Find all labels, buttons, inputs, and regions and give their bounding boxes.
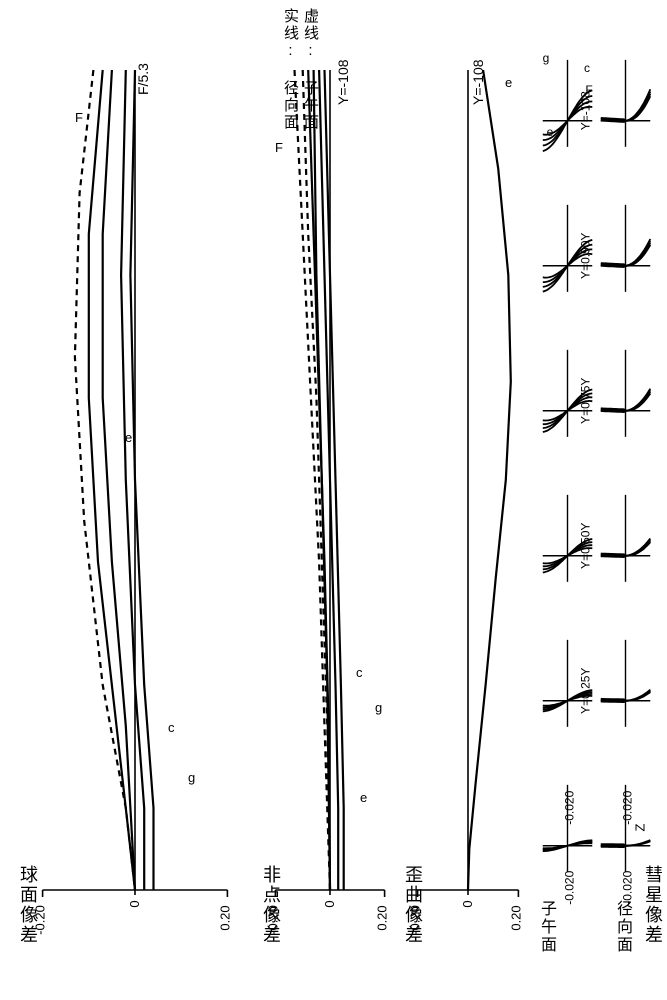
svg-text:0: 0 bbox=[127, 900, 142, 907]
wavelength-label: g bbox=[375, 700, 382, 715]
distortion-top-label: Y=-108 bbox=[470, 59, 486, 105]
svg-text:-0.020: -0.020 bbox=[563, 790, 577, 824]
wavelength-label: g bbox=[188, 770, 195, 785]
distortion-title: 歪曲像差 bbox=[400, 865, 426, 945]
coma-sagittal-plot: -0.020-0.020 bbox=[598, 50, 653, 950]
spherical-title: 球面像差 bbox=[15, 865, 41, 945]
wavelength-label: F bbox=[75, 110, 83, 125]
spherical-plot: -0.2000.20 bbox=[25, 50, 245, 950]
astigmatism-top-label: Y=-108 bbox=[335, 59, 351, 105]
svg-text:F: F bbox=[585, 83, 592, 97]
svg-text:0.20: 0.20 bbox=[375, 905, 390, 930]
astigmatism-title: 非点像差 bbox=[258, 865, 284, 945]
svg-text:e: e bbox=[547, 125, 554, 139]
wavelength-label: c bbox=[356, 665, 363, 680]
svg-text:-0.020: -0.020 bbox=[563, 870, 577, 904]
spherical-top-label: F/5.3 bbox=[135, 63, 151, 95]
wavelength-label: c bbox=[168, 720, 175, 735]
svg-text:0.20: 0.20 bbox=[508, 905, 523, 930]
svg-text:g: g bbox=[543, 51, 550, 65]
svg-text:c: c bbox=[584, 61, 590, 75]
wavelength-label: e bbox=[125, 430, 132, 445]
wavelength-label: e bbox=[360, 790, 367, 805]
distortion-plot: -0.2000.20 bbox=[408, 50, 528, 950]
axis-label-z: Z bbox=[632, 824, 647, 832]
wavelength-label: F bbox=[275, 140, 283, 155]
svg-text:Y=0.25Y: Y=0.25Y bbox=[579, 668, 593, 714]
coma-tangential-title: 子午面 bbox=[534, 900, 558, 954]
svg-text:Y=0.90Y: Y=0.90Y bbox=[579, 233, 593, 279]
astigmatism-plot: -0.2000.20 bbox=[265, 50, 395, 950]
wavelength-label: e bbox=[505, 75, 512, 90]
svg-text:0: 0 bbox=[322, 900, 337, 907]
coma-group-title: 彗星像差 bbox=[640, 865, 666, 945]
svg-text:0: 0 bbox=[460, 900, 475, 907]
coma-tangential-plot: -0.020-0.020Y=-108Y=0.90YY=0.75YY=0.50YY… bbox=[540, 50, 595, 950]
svg-text:Y=0.50Y: Y=0.50Y bbox=[579, 523, 593, 569]
svg-text:0.20: 0.20 bbox=[217, 905, 232, 930]
svg-text:Y=0.75Y: Y=0.75Y bbox=[579, 378, 593, 424]
svg-text:-0.020: -0.020 bbox=[621, 790, 635, 824]
coma-sagittal-title: 径向面 bbox=[610, 900, 634, 954]
